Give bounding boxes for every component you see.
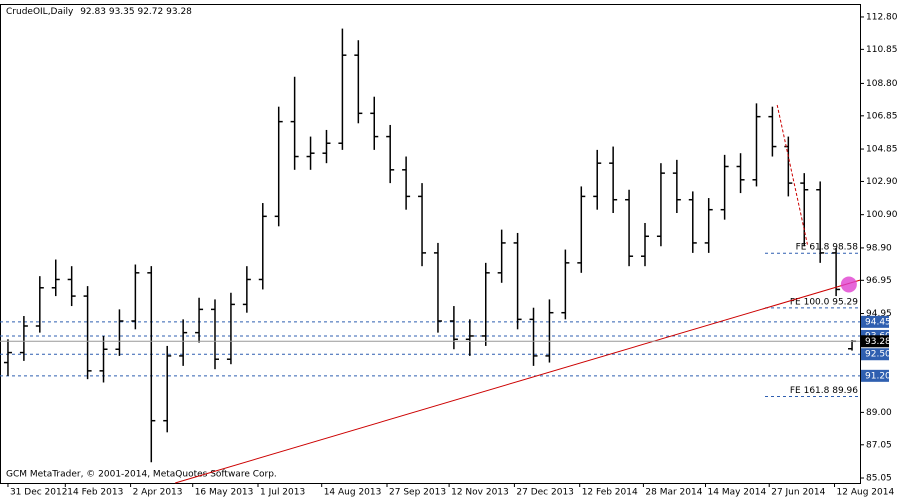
plot-frame [0, 4, 861, 484]
trendline [175, 279, 861, 484]
y-tick-label: 104.85 [866, 145, 898, 155]
x-tick-label: 14 Feb 2013 [67, 488, 123, 498]
y-tick-label: 94.95 [866, 309, 892, 319]
level-box [861, 369, 889, 382]
price-label: 93.28 [865, 337, 891, 347]
y-tick-label: 108.80 [866, 79, 898, 89]
x-tick-label: 1 Jul 2013 [260, 488, 305, 498]
header-high: 93.35 [109, 7, 135, 17]
header-open: 92.83 [80, 7, 106, 17]
y-tick-label: 85.05 [866, 474, 892, 484]
x-tick-label: 27 Dec 2013 [516, 488, 574, 498]
y-tick-label: 89.00 [866, 408, 892, 418]
y-tick-label: 98.90 [866, 243, 892, 253]
x-tick-label: 12 Feb 2014 [582, 488, 638, 498]
highlight [840, 276, 857, 293]
y-tick-label: 100.90 [866, 210, 898, 220]
symbol: CrudeOIL,Daily [6, 7, 74, 17]
x-tick-label: 12 Aug 2014 [837, 488, 895, 498]
y-tick-label: 110.85 [866, 45, 898, 55]
x-tick-label: 14 May 2014 [708, 488, 767, 498]
level-label: 91.20 [865, 371, 891, 381]
chart-title: CrudeOIL,Daily 92.83 93.35 92.72 93.28 [6, 7, 192, 17]
x-tick-label: 2 Apr 2013 [133, 488, 183, 498]
level-box [861, 348, 889, 361]
header-close: 93.28 [166, 7, 192, 17]
fibo-label: FE 100.0 95.29 [790, 297, 858, 307]
x-tick-label: 14 Aug 2013 [324, 488, 382, 498]
y-tick-label: 106.85 [866, 111, 898, 121]
fibo-label: FE 161.8 89.96 [790, 386, 858, 396]
y-tick-label: 112.80 [866, 12, 898, 22]
x-tick-label: 27 Jun 2014 [771, 488, 825, 498]
x-tick-label: 27 Sep 2013 [389, 488, 446, 498]
x-tick-label: 16 May 2013 [195, 488, 254, 498]
x-tick-label: 12 Nov 2013 [451, 488, 509, 498]
level-label: 92.50 [865, 350, 891, 360]
x-tick-label: 28 Mar 2014 [645, 488, 702, 498]
level-box [861, 315, 889, 328]
fibo-label: FE 61.8 98.58 [796, 243, 859, 253]
header-low: 92.72 [137, 7, 163, 17]
price-box [861, 335, 889, 348]
y-tick-label: 87.05 [866, 440, 892, 450]
y-tick-label: 96.95 [866, 276, 892, 286]
x-tick-label: 31 Dec 2012 [10, 488, 68, 498]
level-label: 94.45 [865, 317, 891, 327]
footer: GCM MetaTrader, © 2001-2014, MetaQuotes … [6, 470, 277, 480]
y-tick-label: 102.90 [866, 177, 898, 187]
fibo-leg [776, 104, 808, 245]
